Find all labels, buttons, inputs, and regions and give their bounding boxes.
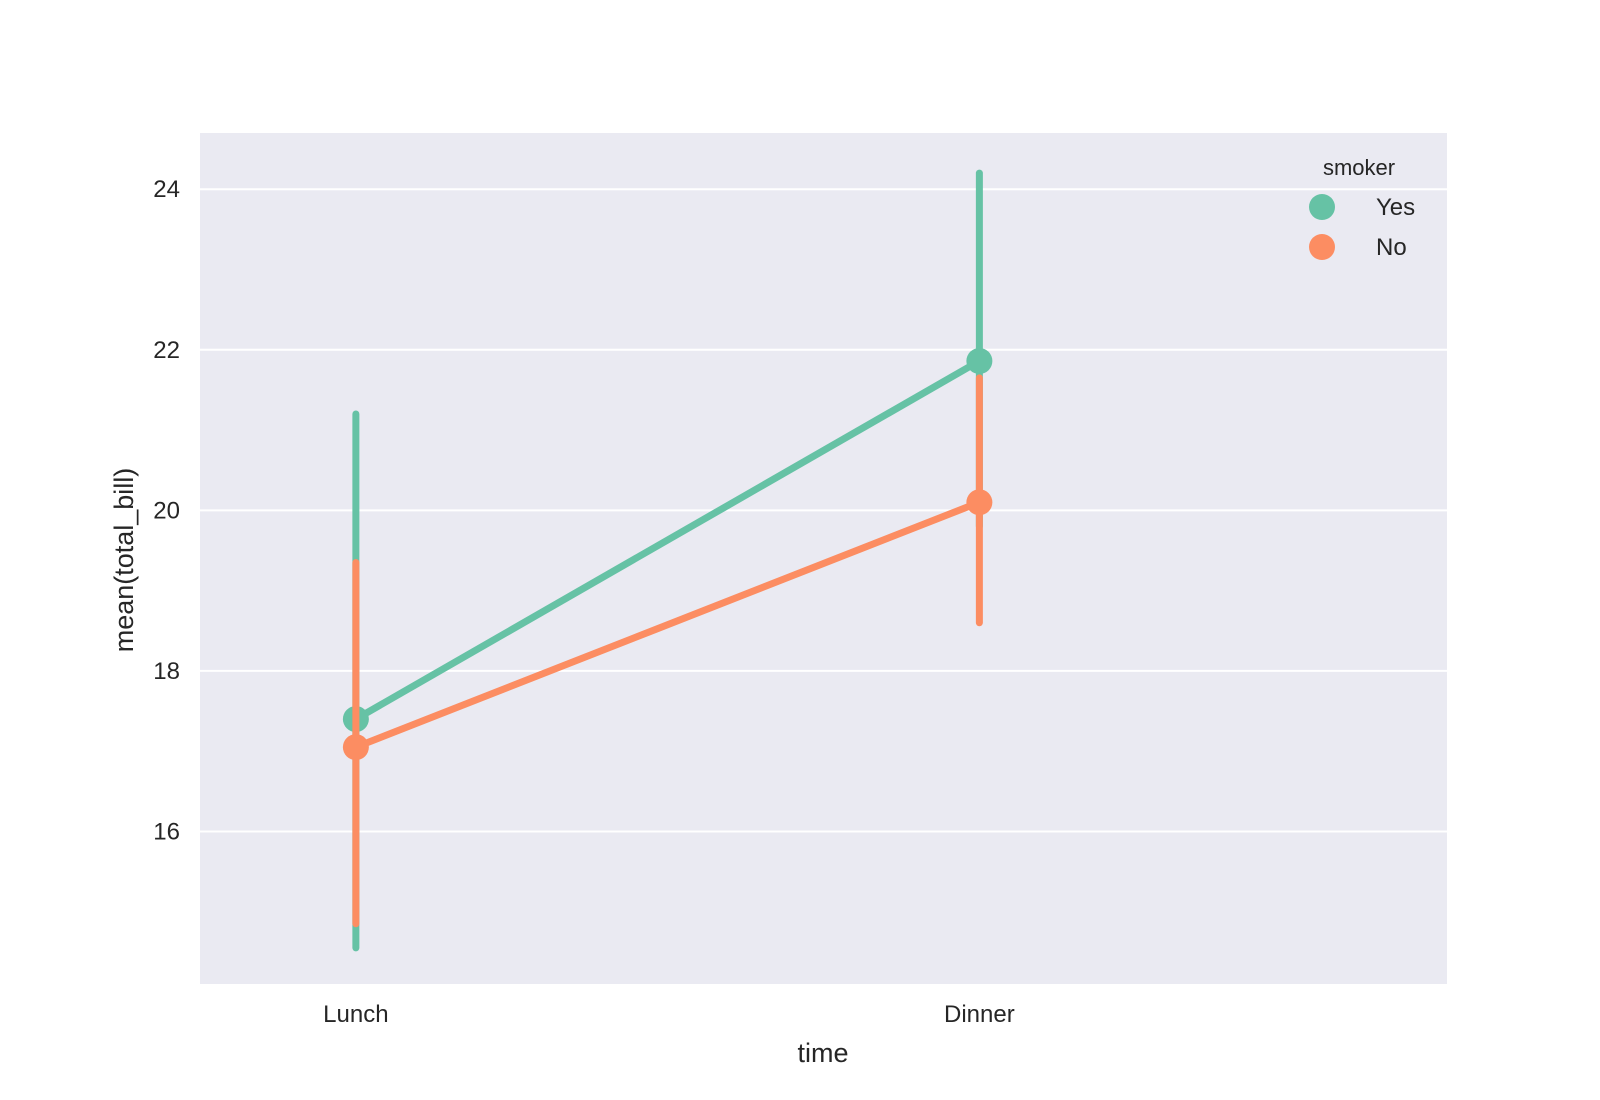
legend-entry-no: No bbox=[1309, 234, 1407, 261]
data-series bbox=[342, 169, 993, 952]
series-no bbox=[342, 374, 993, 928]
data-point bbox=[342, 734, 369, 761]
legend-marker bbox=[1309, 194, 1335, 220]
y-tick-label: 18 bbox=[153, 658, 180, 685]
x-tick-label: Lunch bbox=[323, 1001, 388, 1028]
legend-marker bbox=[1309, 234, 1335, 260]
legend-label: Yes bbox=[1376, 194, 1415, 221]
series-line bbox=[354, 499, 981, 751]
plot-background bbox=[200, 133, 1447, 984]
y-tick-label: 22 bbox=[153, 337, 180, 364]
series-line bbox=[354, 357, 982, 723]
y-axis-label: mean(total_bill) bbox=[109, 468, 139, 653]
y-tick-label: 20 bbox=[153, 497, 180, 524]
x-tick-labels: Lunch Dinner bbox=[323, 1001, 1015, 1028]
legend: smoker Yes No bbox=[1309, 155, 1415, 261]
y-tick-label: 24 bbox=[153, 176, 180, 203]
data-point bbox=[966, 489, 993, 516]
x-tick-label: Dinner bbox=[944, 1001, 1015, 1028]
legend-entry-yes: Yes bbox=[1309, 194, 1415, 221]
data-point bbox=[966, 348, 993, 375]
x-axis-label: time bbox=[797, 1038, 848, 1068]
legend-title: smoker bbox=[1323, 155, 1395, 180]
grid-lines bbox=[200, 188, 1447, 833]
y-tick-labels: 16 18 20 22 24 bbox=[153, 176, 180, 845]
y-tick-label: 16 bbox=[153, 818, 180, 845]
legend-label: No bbox=[1376, 234, 1407, 261]
